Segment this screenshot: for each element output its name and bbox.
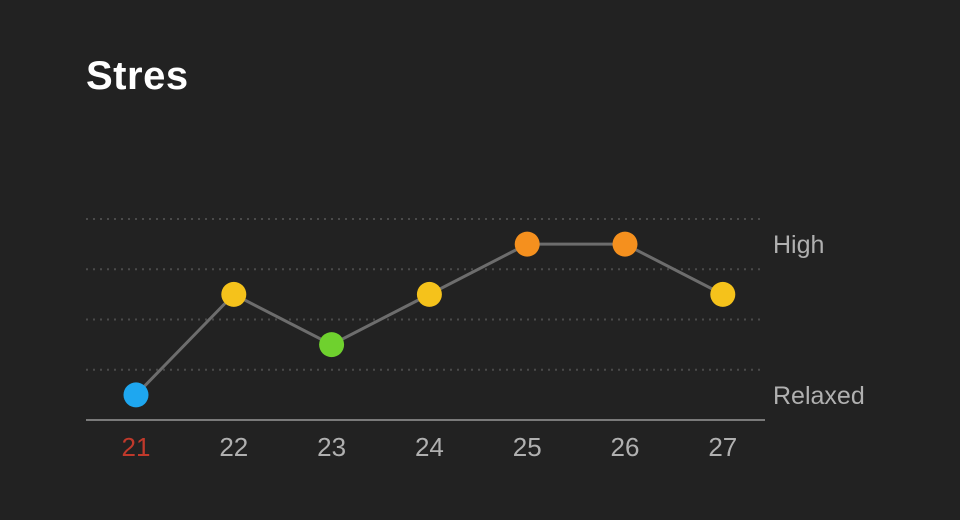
y-tick-label: Relaxed — [773, 382, 865, 410]
x-tick-label: 21 — [122, 432, 151, 462]
data-point-22 — [221, 281, 247, 307]
x-tick-label: 24 — [415, 432, 444, 462]
data-point-24 — [416, 281, 442, 307]
data-point-27 — [710, 281, 736, 307]
x-tick-label: 25 — [513, 432, 542, 462]
data-point-25 — [514, 231, 540, 257]
x-tick-label: 27 — [708, 432, 737, 462]
x-tick-label: 26 — [611, 432, 640, 462]
data-point-26 — [612, 231, 638, 257]
y-tick-label: High — [773, 231, 824, 259]
x-tick-label: 23 — [317, 432, 346, 462]
chart-title: Stres — [86, 54, 189, 98]
data-point-21 — [123, 382, 149, 408]
data-point-23 — [319, 332, 345, 358]
x-tick-label: 22 — [219, 432, 248, 462]
